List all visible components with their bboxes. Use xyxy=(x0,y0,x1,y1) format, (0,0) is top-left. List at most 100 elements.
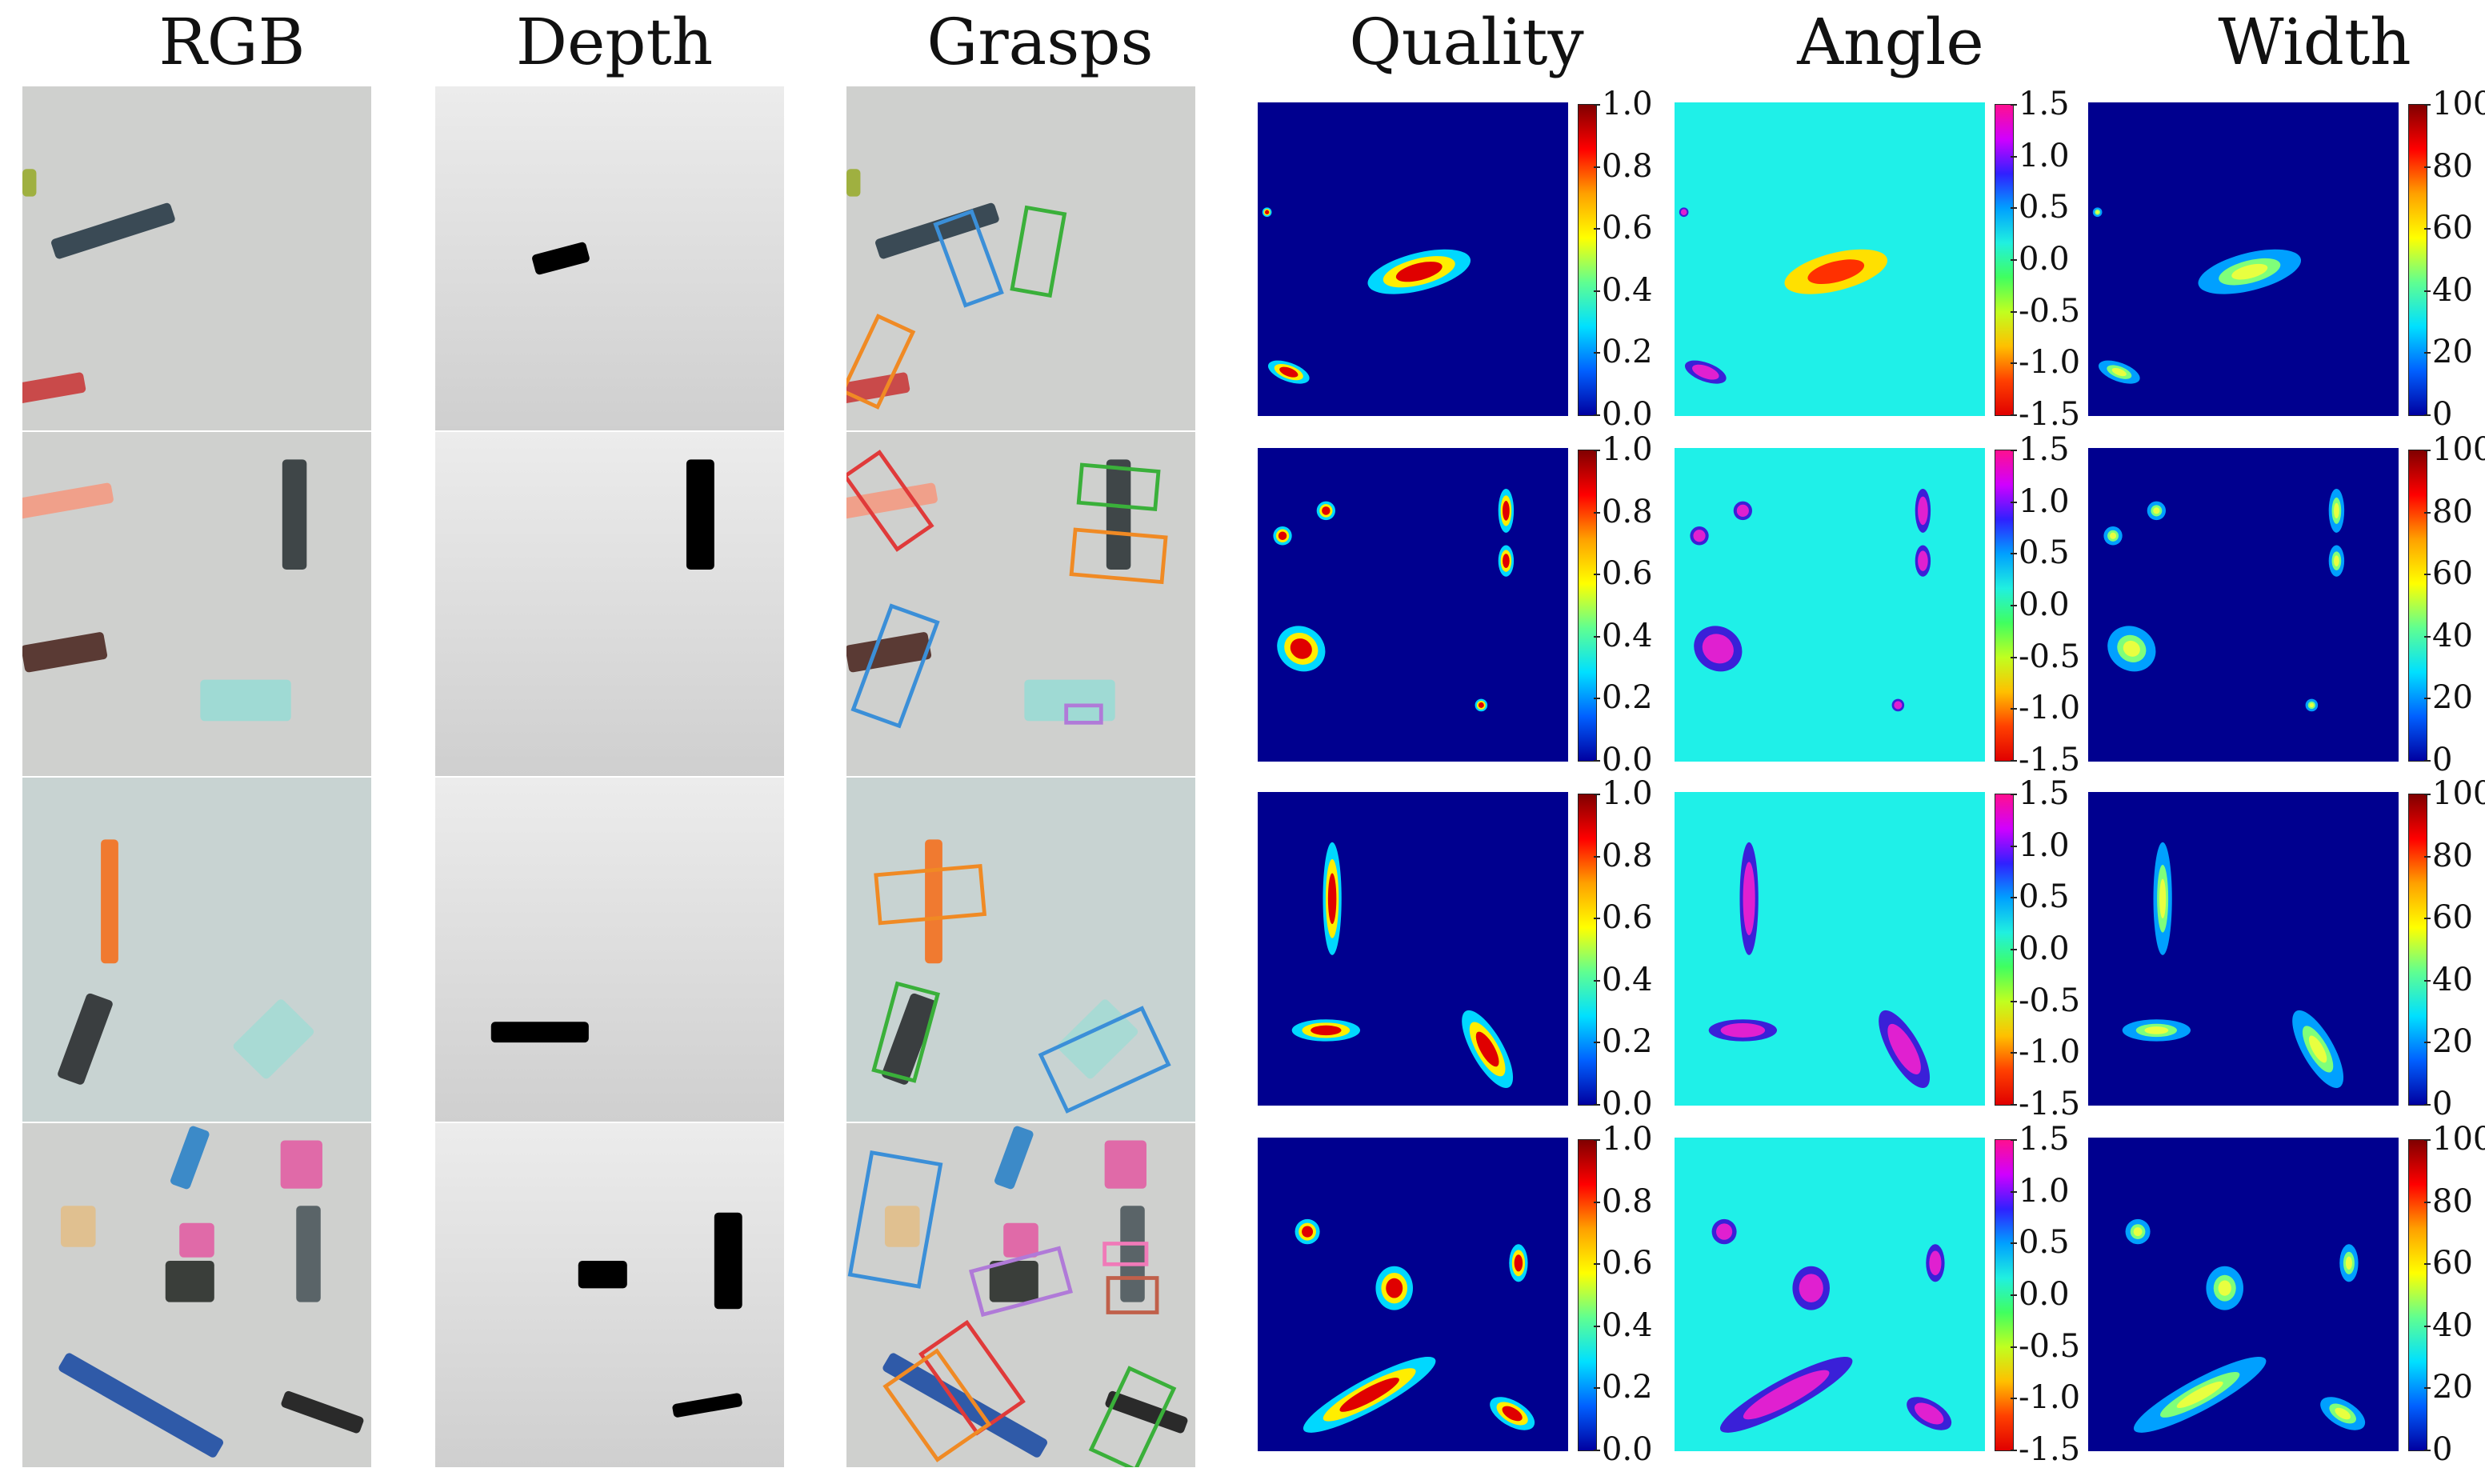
quality-colorbar-tick-mark xyxy=(1594,635,1600,638)
grasps-object-3 xyxy=(846,632,932,673)
rgb-object-3 xyxy=(233,999,314,1079)
grasp-rectangle-1 xyxy=(846,450,934,552)
angle-colorbar-tick-mark xyxy=(2011,1190,2017,1193)
angle-colorbar-tick-mark xyxy=(2011,605,2017,606)
width-blob-3-layer-3 xyxy=(2308,1035,2327,1063)
quality-colorbar-tick: 0.6 xyxy=(1602,555,1653,593)
grasp-rectangle-1 xyxy=(933,209,1004,308)
width-colorbar-tick-mark xyxy=(2424,104,2431,106)
quality-map-row-1 xyxy=(1258,102,1568,416)
angle-colorbar-tick: -0.5 xyxy=(2019,982,2081,1019)
quality-colorbar-tick: 0.0 xyxy=(1602,1431,1653,1468)
quality-blob-2-layer-3 xyxy=(1386,1278,1403,1298)
grasps-image-row-3 xyxy=(846,778,1195,1122)
grasp-rectangle-2 xyxy=(968,1246,1074,1318)
rgb-object-4 xyxy=(200,679,291,722)
angle-colorbar-tick-mark xyxy=(2011,794,2017,795)
angle-colorbar-tick-mark xyxy=(2011,1346,2017,1348)
width-colorbar-tick-mark xyxy=(2424,1325,2431,1327)
quality-blob-2-layer-3 xyxy=(1311,1025,1342,1036)
width-colorbar-tick-mark xyxy=(2424,352,2431,354)
angle-colorbar-tick-mark xyxy=(2011,1242,2017,1245)
rgb-object-4 xyxy=(179,1222,214,1258)
width-colorbar-tick-mark xyxy=(2424,1139,2431,1141)
angle-blob-1-layer-2 xyxy=(1743,862,1755,936)
grasps-object-1 xyxy=(925,839,942,964)
angle-colorbar-tick-mark xyxy=(2011,1398,2017,1400)
rgb-object-3 xyxy=(22,169,37,197)
angle-colorbar-tick: 0.0 xyxy=(2019,1276,2070,1313)
width-colorbar-tick: 60 xyxy=(2432,210,2473,247)
quality-colorbar-tick-mark xyxy=(1594,352,1600,354)
angle-colorbar-tick: 0.5 xyxy=(2019,189,2070,226)
width-colorbar-tick: 40 xyxy=(2432,1306,2473,1344)
angle-blob-4-layer-2 xyxy=(1918,496,1928,526)
quality-colorbar-tick: 0.2 xyxy=(1602,679,1653,717)
angle-colorbar-tick-mark xyxy=(2011,1450,2017,1451)
width-colorbar-tick-mark xyxy=(2424,511,2431,514)
width-blob-5-layer-3 xyxy=(2335,1407,2351,1420)
grasps-object-6 xyxy=(989,1261,1038,1302)
quality-colorbar-tick: 0.8 xyxy=(1602,1182,1653,1220)
quality-colorbar-tick-mark xyxy=(1594,166,1600,168)
grasps-object-1 xyxy=(994,1126,1034,1190)
quality-map-row-2 xyxy=(1258,448,1568,762)
width-blob-2-layer-3 xyxy=(2153,507,2160,514)
width-colorbar-tick: 80 xyxy=(2432,1182,2473,1220)
grasp-rectangle-2 xyxy=(1010,205,1067,298)
width-colorbar-tick-mark xyxy=(2424,760,2431,762)
quality-colorbar-tick: 0.8 xyxy=(1602,837,1653,874)
rgb-image-row-1 xyxy=(22,86,371,430)
grasp-rectangle-3 xyxy=(1102,1242,1149,1266)
angle-blob-3-layer-2 xyxy=(1680,209,1687,216)
angle-blob-2-layer-2 xyxy=(1799,1274,1823,1302)
width-blob-6-layer-3 xyxy=(2309,702,2315,708)
width-map-row-1 xyxy=(2088,102,2399,416)
depth-blob-1 xyxy=(490,1022,589,1043)
quality-blob-4-layer-3 xyxy=(1339,1378,1399,1412)
quality-colorbar-tick-mark xyxy=(1594,1325,1600,1327)
angle-colorbar-tick: 1.0 xyxy=(2019,482,2070,520)
angle-colorbar-tick-mark xyxy=(2011,760,2017,762)
angle-colorbar-tick: 1.0 xyxy=(2019,137,2070,174)
quality-colorbar-tick-mark xyxy=(1594,918,1600,920)
width-colorbar-tick: 60 xyxy=(2432,1245,2473,1282)
width-map-background xyxy=(2088,448,2399,762)
rgb-object-3 xyxy=(22,632,108,673)
quality-colorbar-tick: 0.0 xyxy=(1602,396,1653,433)
width-colorbar-tick: 40 xyxy=(2432,271,2473,309)
width-colorbar-tick-mark xyxy=(2424,794,2431,795)
quality-blob-3-layer-3 xyxy=(1290,638,1312,659)
angle-colorbar-tick: 0.5 xyxy=(2019,1224,2070,1262)
angle-colorbar-tick: -0.5 xyxy=(2019,292,2081,330)
angle-colorbar-tick: -1.0 xyxy=(2019,1379,2081,1417)
width-colorbar-tick: 100 xyxy=(2432,775,2485,812)
angle-colorbar-tick: 0.5 xyxy=(2019,534,2070,572)
width-colorbar-tick: 0 xyxy=(2432,1086,2453,1122)
depth-image-row-4 xyxy=(435,1123,784,1467)
width-blob-2-layer-3 xyxy=(2218,1280,2231,1296)
quality-blob-3-layer-3 xyxy=(1514,1254,1523,1272)
quality-colorbar-tick: 0.2 xyxy=(1602,1023,1653,1061)
grasps-object-4 xyxy=(1024,679,1115,722)
column-title-grasps: Grasps xyxy=(926,5,1154,79)
depth-image-row-2 xyxy=(435,432,784,776)
quality-blob-4-layer-3 xyxy=(1503,501,1510,521)
angle-colorbar-tick: 0.5 xyxy=(2019,878,2070,916)
column-title-depth: Depth xyxy=(515,5,714,79)
width-colorbar-tick-mark xyxy=(2424,979,2431,982)
quality-blob-1-layer-3 xyxy=(1302,1226,1314,1238)
depth-blob-1 xyxy=(532,242,590,275)
grasps-object-8 xyxy=(1105,1390,1188,1434)
quality-colorbar-tick-mark xyxy=(1594,228,1600,230)
width-map-row-4 xyxy=(2088,1138,2399,1451)
quality-blob-5-layer-3 xyxy=(1503,554,1510,568)
grasp-rectangle-2 xyxy=(1076,462,1161,512)
rgb-object-2 xyxy=(58,993,113,1085)
width-colorbar-row-2 xyxy=(2408,450,2427,762)
width-colorbar-tick-mark xyxy=(2424,698,2431,700)
angle-map-row-3 xyxy=(1675,792,1985,1106)
depth-image-row-1 xyxy=(435,86,784,430)
quality-colorbar-tick: 0.6 xyxy=(1602,210,1653,247)
angle-blob-4-layer-2 xyxy=(1743,1370,1830,1420)
